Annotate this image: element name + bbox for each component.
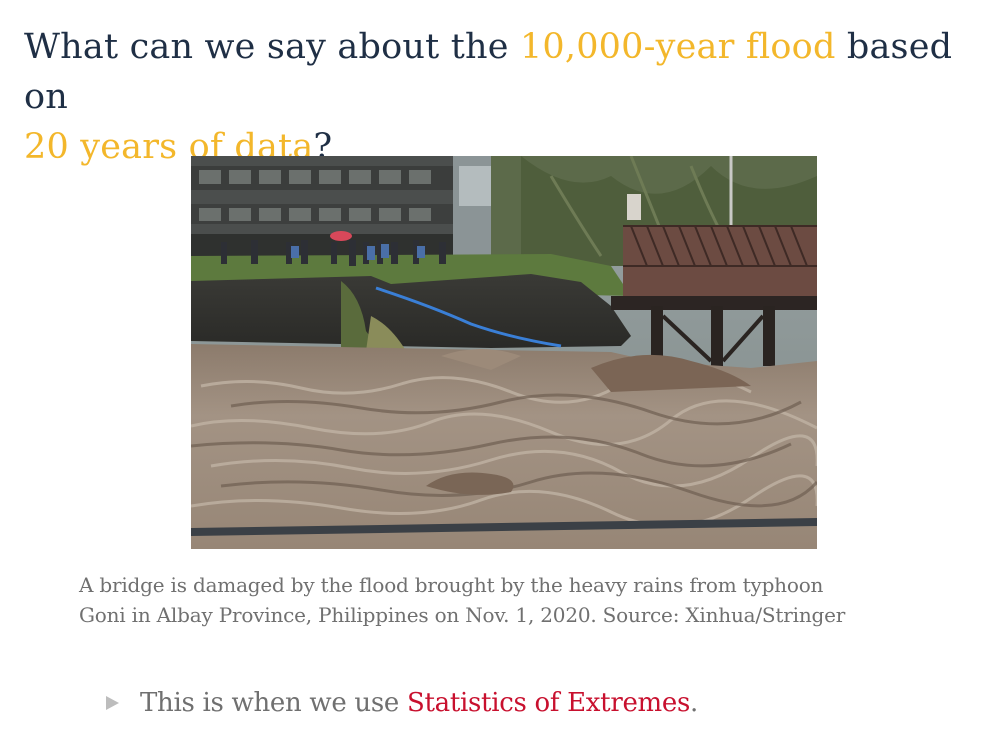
bullet-text: This is when we use Statistics of Extrem… — [140, 684, 698, 722]
title-text-1: What can we say about the — [24, 27, 520, 67]
caption-line-2: Goni in Albay Province, Philippines on N… — [79, 603, 845, 627]
slide-title: What can we say about the 10,000-year fl… — [24, 22, 984, 172]
caption-line-1: A bridge is damaged by the flood brought… — [79, 573, 823, 597]
bullet-item: This is when we use Statistics of Extrem… — [106, 684, 698, 722]
flood-photo — [191, 156, 817, 549]
bullet-accent: Statistics of Extremes — [407, 688, 690, 718]
photo-caption: A bridge is damaged by the flood brought… — [79, 570, 959, 630]
bullet-text-end: . — [690, 688, 698, 718]
triangle-bullet-icon — [106, 696, 119, 710]
title-highlight-flood: 10,000-year flood — [520, 27, 836, 67]
bullet-text-main: This is when we use — [140, 688, 407, 718]
